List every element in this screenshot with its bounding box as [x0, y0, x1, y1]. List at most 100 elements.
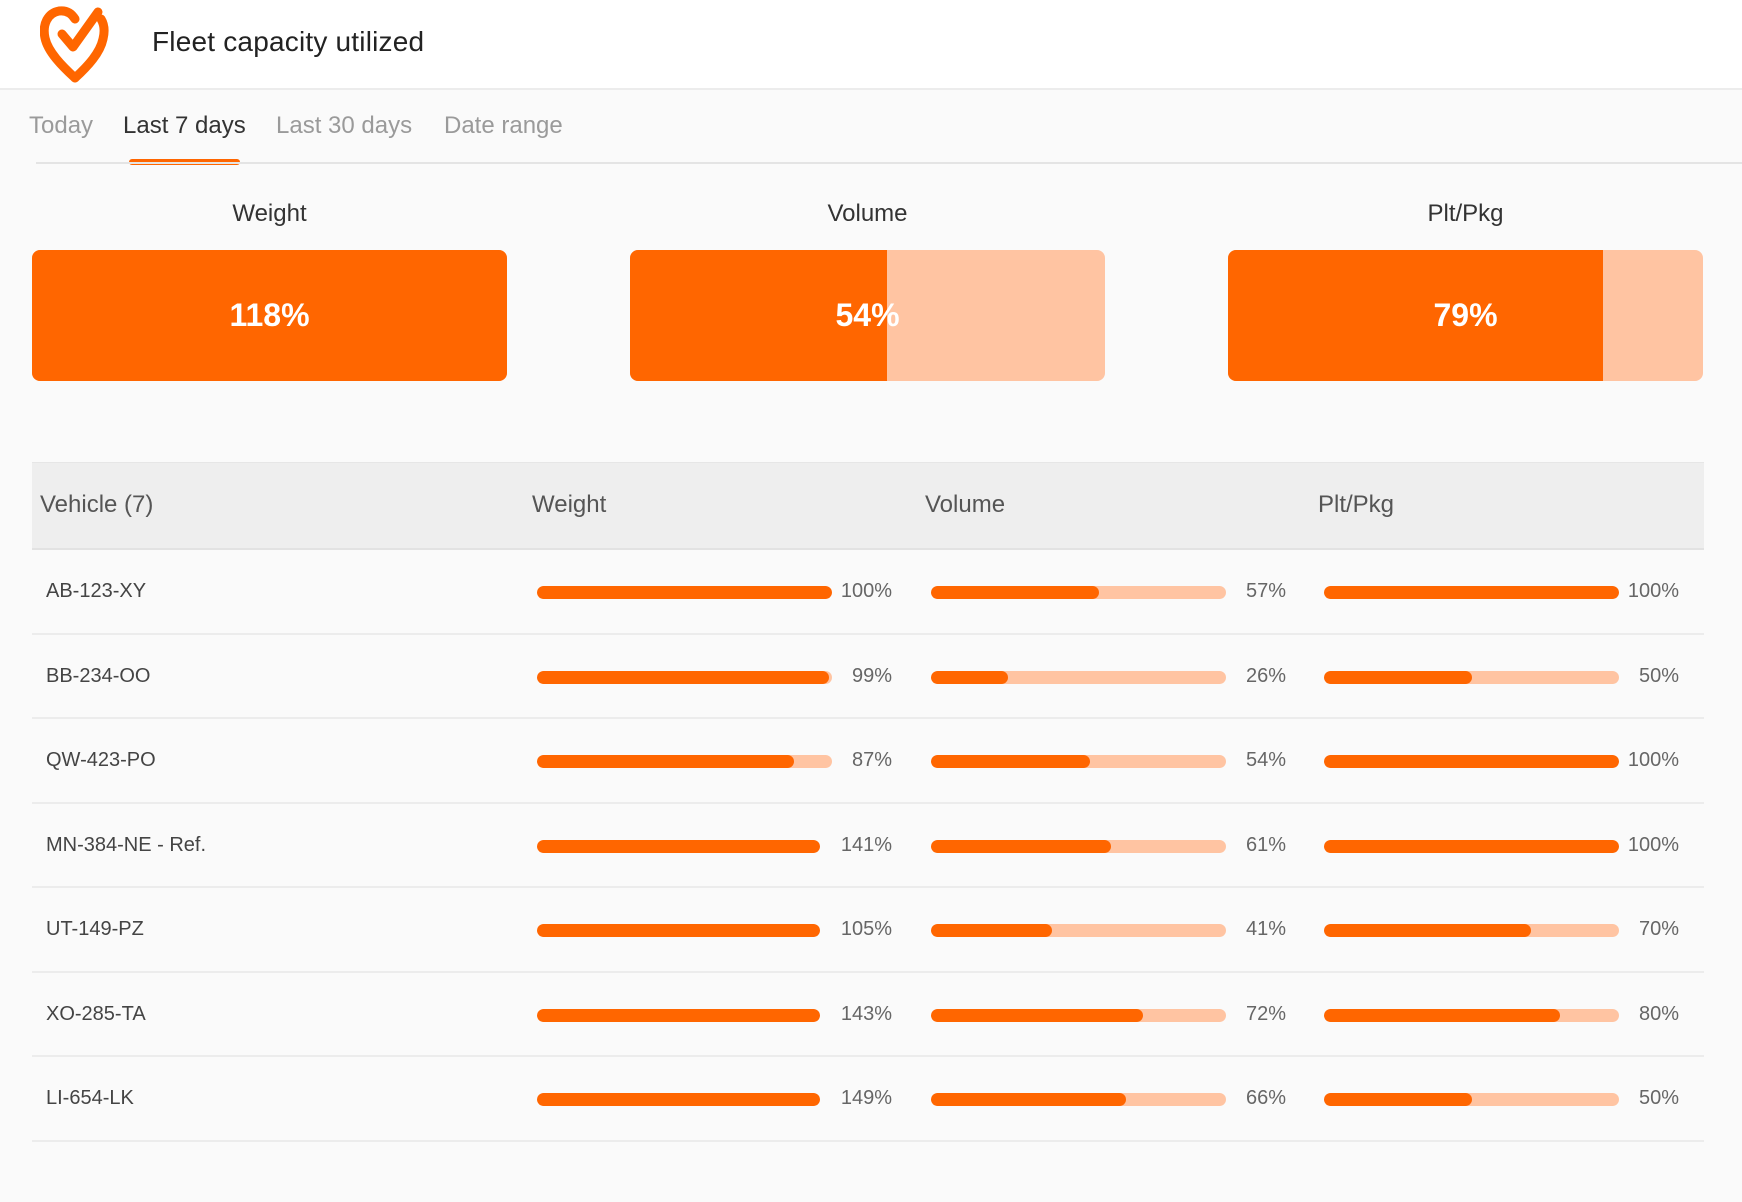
table-row[interactable]: BB-234-OO 99% 26% 50% [32, 635, 1704, 719]
volume-bar [931, 670, 1226, 684]
summary-pltpkg-fill [1228, 250, 1604, 381]
volume-bar-fill [931, 1093, 1126, 1106]
date-filter-tabs: Today Last 7 days Last 30 days Date rang… [0, 96, 1742, 165]
pltpkg-percent: 50% [1638, 664, 1679, 687]
weight-bar-fill [537, 924, 820, 937]
pltpkg-bar-fill [1324, 670, 1472, 684]
pltpkg-bar-fill [1324, 1008, 1560, 1022]
weight-bar-fill [537, 755, 794, 768]
summary-weight-label: Weight [232, 200, 307, 227]
summary-volume: Volume 54% [630, 200, 1105, 381]
vehicle-id: UT-149-PZ [46, 918, 144, 940]
column-header-volume[interactable]: Volume [925, 491, 1006, 518]
summary-weight-fill [32, 250, 507, 381]
table-row[interactable]: QW-423-PO 87% 54% 100% [32, 719, 1704, 804]
volume-bar-fill [931, 924, 1052, 937]
vehicle-id: MN-384-NE - Ref. [46, 833, 207, 856]
table-row[interactable]: MN-384-NE - Ref. 141% 61% 100% [32, 804, 1704, 888]
pltpkg-percent: 100% [1627, 749, 1679, 771]
pltpkg-bar-fill [1324, 586, 1619, 599]
weight-percent: 149% [840, 1087, 892, 1109]
weight-percent: 100% [840, 580, 892, 602]
vehicle-id: AB-123-XY [46, 580, 147, 602]
pltpkg-percent: 100% [1627, 833, 1679, 856]
vehicle-id: BB-234-OO [46, 664, 151, 687]
pltpkg-bar-fill [1324, 755, 1619, 768]
pltpkg-bar [1324, 924, 1619, 937]
weight-bar-fill [537, 586, 832, 599]
summary-pltpkg-label: Plt/Pkg [1427, 200, 1504, 227]
volume-bar [931, 755, 1226, 768]
pltpkg-bar-fill [1324, 924, 1531, 937]
volume-percent: 66% [1245, 1087, 1286, 1109]
table-row[interactable]: LI-654-LK 149% 66% 50% [32, 1057, 1704, 1142]
volume-percent: 41% [1245, 918, 1286, 940]
summary-pltpkg-bar: 79% [1228, 250, 1703, 381]
volume-bar [931, 924, 1226, 937]
table-row[interactable]: UT-149-PZ 105% 41% 70% [32, 888, 1704, 973]
tab-last-7-days[interactable]: Last 7 days [123, 112, 246, 139]
weight-bar [537, 586, 832, 599]
summary-pltpkg: Plt/Pkg 79% [1228, 200, 1703, 381]
weight-percent: 87% [851, 749, 892, 771]
volume-bar-fill [931, 755, 1091, 768]
volume-bar [931, 1008, 1226, 1022]
pltpkg-percent: 50% [1638, 1087, 1679, 1109]
volume-bar-fill [931, 586, 1100, 599]
tab-date-range[interactable]: Date range [444, 112, 563, 139]
volume-percent: 26% [1245, 664, 1286, 687]
volume-bar [931, 1093, 1226, 1106]
table-header: Vehicle (7) Weight Volume Plt/Pkg [32, 462, 1704, 550]
summary-volume-bar: 54% [630, 250, 1105, 381]
weight-bar [537, 1008, 820, 1022]
column-header-weight[interactable]: Weight [532, 491, 607, 518]
volume-bar-fill [931, 1008, 1144, 1022]
weight-percent: 105% [840, 918, 892, 940]
page-title: Fleet capacity utilized [152, 26, 425, 57]
table-body: AB-123-XY 100% 57% 100% BB-234-OO 99% 26% 50% QW… [32, 550, 1704, 1142]
summary-weight-bar: 118% [32, 250, 507, 381]
pltpkg-percent: 70% [1638, 918, 1679, 940]
weight-bar-fill [537, 670, 830, 684]
pltpkg-bar [1324, 1008, 1619, 1022]
weight-bar-fill [537, 839, 820, 853]
weight-bar [537, 1093, 820, 1106]
weight-percent: 141% [840, 833, 892, 856]
pltpkg-bar-fill [1324, 1093, 1472, 1106]
volume-bar [931, 586, 1226, 599]
weight-percent: 99% [851, 664, 892, 687]
vehicle-table: Vehicle (7) Weight Volume Plt/Pkg AB-123… [32, 462, 1704, 1142]
summary-volume-fill [630, 250, 887, 381]
heart-check-logo-icon [40, 6, 109, 83]
pltpkg-bar [1324, 1093, 1619, 1106]
table-row[interactable]: AB-123-XY 100% 57% 100% [32, 550, 1704, 635]
weight-percent: 143% [840, 1002, 892, 1025]
column-header-pltpkg[interactable]: Plt/Pkg [1318, 491, 1395, 518]
tab-last-30-days[interactable]: Last 30 days [276, 112, 413, 139]
table-row[interactable]: XO-285-TA 143% 72% 80% [32, 973, 1704, 1057]
vehicle-id: LI-654-LK [46, 1087, 134, 1109]
volume-percent: 72% [1245, 1002, 1286, 1025]
weight-bar [537, 839, 820, 853]
volume-bar-fill [931, 839, 1111, 853]
tabs-divider [36, 162, 1742, 164]
vehicle-id: QW-423-PO [46, 749, 156, 771]
weight-bar-fill [537, 1093, 820, 1106]
column-header-vehicle[interactable]: Vehicle (7) [40, 491, 154, 518]
pltpkg-bar [1324, 670, 1619, 684]
pltpkg-bar [1324, 586, 1619, 599]
volume-bar-fill [931, 670, 1008, 684]
volume-percent: 61% [1245, 833, 1286, 856]
volume-percent: 54% [1245, 749, 1286, 771]
weight-bar [537, 670, 832, 684]
summary-volume-label: Volume [827, 200, 908, 227]
pltpkg-percent: 100% [1627, 580, 1679, 602]
pltpkg-percent: 80% [1638, 1002, 1679, 1025]
summary-weight-value: 118% [229, 297, 310, 333]
pltpkg-bar-fill [1324, 839, 1619, 853]
tab-today[interactable]: Today [29, 112, 94, 139]
summary-weight: Weight 118% [32, 200, 507, 381]
weight-bar-fill [537, 1008, 820, 1022]
vehicle-id: XO-285-TA [46, 1002, 146, 1025]
pltpkg-bar [1324, 755, 1619, 768]
